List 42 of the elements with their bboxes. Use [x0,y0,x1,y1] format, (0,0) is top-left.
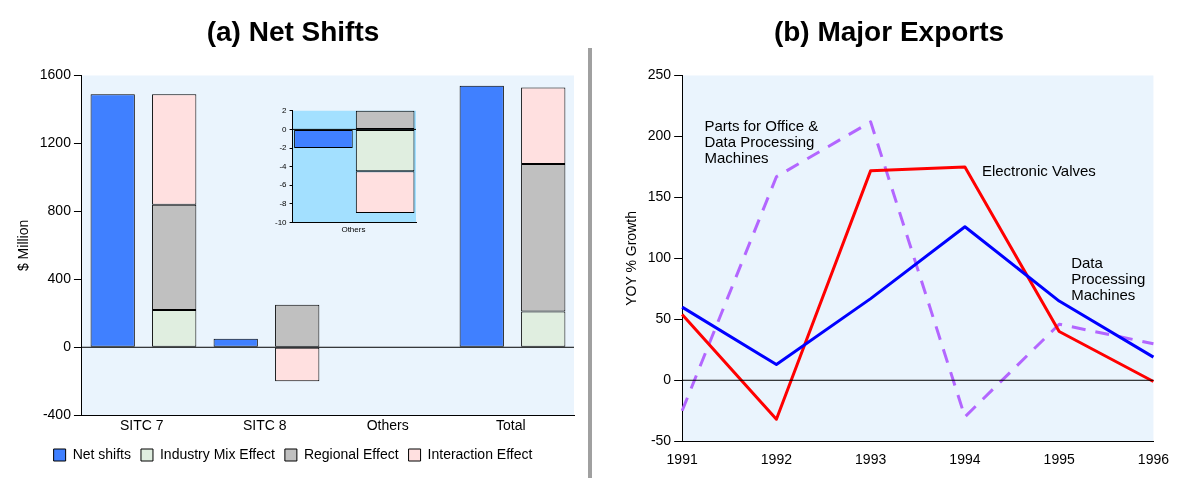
y-tick-label: -8 [279,199,288,208]
chart-title: (a) Net Shifts [206,15,380,47]
series-label: Parts for Office & Data Processing Machines [704,116,819,166]
y-tick-label: -400 [42,406,72,423]
y-tick-label: 50 [655,310,672,327]
x-tick-label: 1995 [1043,451,1075,468]
series-label: Data Processing Machines [1071,254,1146,304]
y-axis-title: $ Million [15,219,32,272]
y-tick-label: 0 [63,338,72,355]
y-tick-label: -4 [279,161,288,171]
series-label: Electronic Valves [981,162,1096,180]
x-tick-label: 1993 [855,451,887,468]
x-tick-label: SITC 8 [242,417,287,434]
x-tick-label: 1996 [1137,451,1170,468]
chart-title: (b) Major Exports [773,15,1005,47]
x-tick-label: Total [495,417,526,434]
y-tick-label: 1600 [39,66,72,83]
y-tick-label: 250 [647,66,672,83]
y-tick-label: 0 [663,371,672,388]
x-tick-label: Others [366,417,409,434]
x-tick-label: 1992 [760,451,793,468]
y-tick-label: 400 [47,270,72,287]
y-tick-label: 100 [647,249,672,266]
legend-label: Regional Effect [303,445,399,462]
y-tick-label: -50 [650,432,672,449]
x-tick-label: 1991 [666,451,698,468]
legend-label: Interaction Effect [427,445,533,462]
y-tick-label: -10 [275,217,288,227]
y-tick-label: -6 [279,180,288,190]
y-tick-label: 1200 [39,134,72,151]
y-tick-label: -2 [279,143,288,153]
y-tick-label: 2 [282,106,288,115]
legend-label: Net shifts [72,445,131,462]
y-tick-label: 800 [47,202,72,219]
y-tick-label: 0 [282,124,288,134]
x-tick-label: SITC 7 [119,417,164,434]
legend-label: Industry Mix Effect [159,445,275,462]
x-tick-label: 1994 [949,451,981,468]
y-tick-label: 150 [647,188,672,205]
x-tick-label: Others [341,225,366,235]
y-tick-label: 200 [647,127,672,144]
y-axis-title: YOY % Growth [623,211,640,306]
